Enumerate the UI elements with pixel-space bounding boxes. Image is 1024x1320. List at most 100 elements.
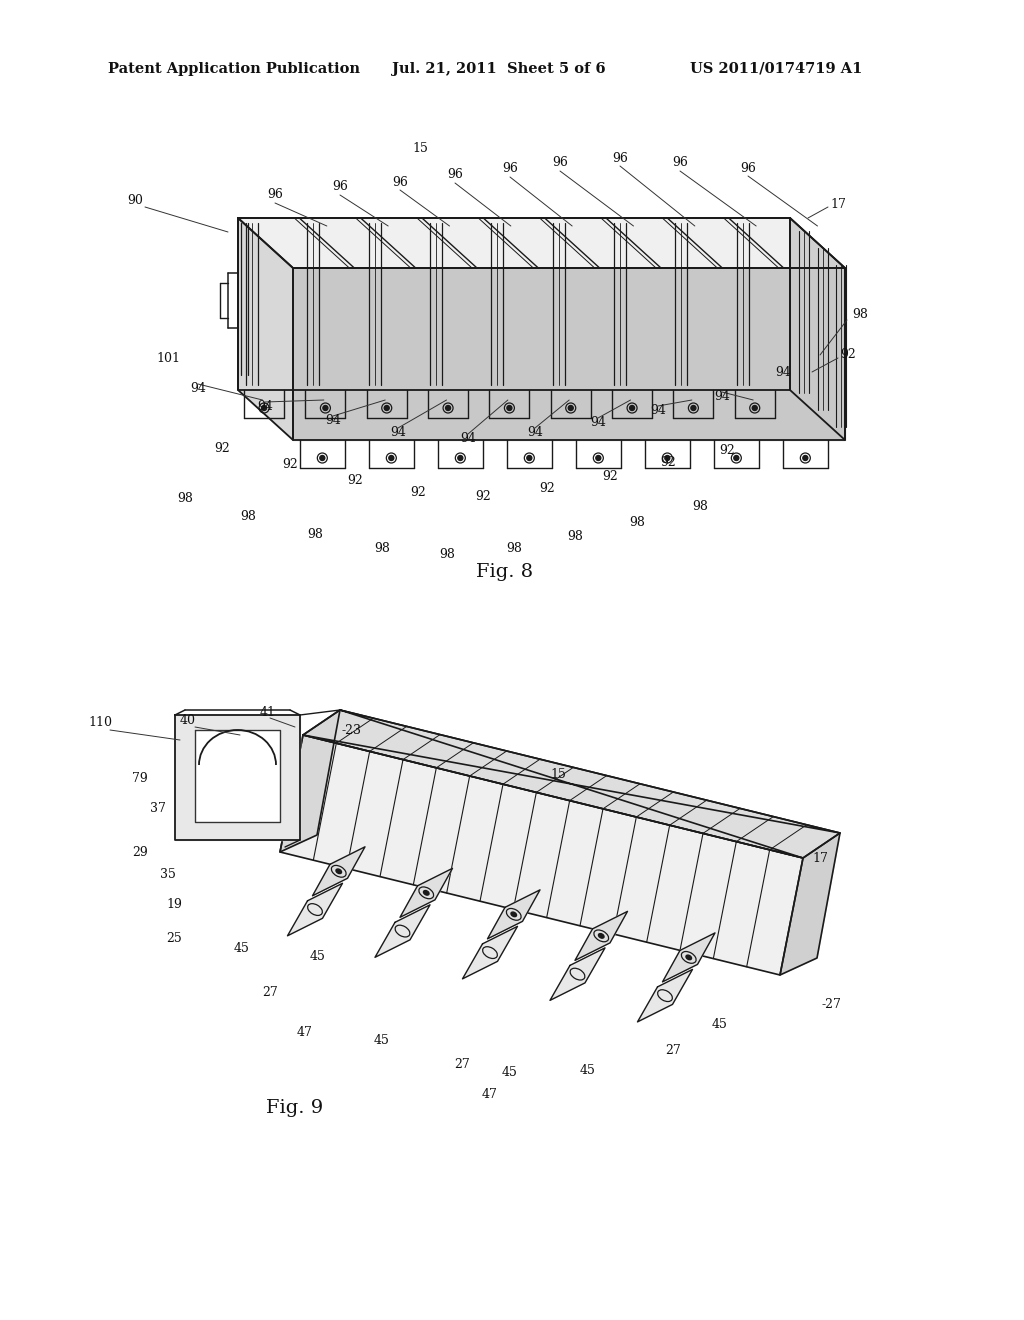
Polygon shape <box>238 218 845 268</box>
Text: Fig. 9: Fig. 9 <box>266 1100 324 1117</box>
Text: 92: 92 <box>602 470 617 483</box>
Polygon shape <box>487 890 540 939</box>
Ellipse shape <box>511 912 516 916</box>
Text: 35: 35 <box>160 867 176 880</box>
Text: 45: 45 <box>580 1064 596 1077</box>
Text: 45: 45 <box>712 1019 728 1031</box>
Circle shape <box>526 455 531 461</box>
Text: 45: 45 <box>502 1065 518 1078</box>
Text: 96: 96 <box>447 169 463 181</box>
Polygon shape <box>195 730 280 822</box>
Text: 98: 98 <box>506 543 522 556</box>
Polygon shape <box>312 847 365 896</box>
Text: 27: 27 <box>262 986 278 998</box>
Polygon shape <box>280 735 803 975</box>
Text: 90: 90 <box>127 194 143 206</box>
Circle shape <box>596 455 601 461</box>
Text: 25: 25 <box>166 932 182 945</box>
Polygon shape <box>463 927 517 979</box>
Text: 96: 96 <box>612 152 628 165</box>
Circle shape <box>665 455 670 461</box>
Text: 92: 92 <box>539 482 555 495</box>
Text: 45: 45 <box>374 1034 390 1047</box>
Text: 92: 92 <box>411 486 426 499</box>
Text: 92: 92 <box>475 490 490 503</box>
Text: 94: 94 <box>257 400 273 412</box>
Circle shape <box>734 455 739 461</box>
Text: 98: 98 <box>852 309 868 322</box>
Text: -23: -23 <box>342 723 362 737</box>
Text: 96: 96 <box>267 189 283 202</box>
Circle shape <box>507 405 512 411</box>
Text: 98: 98 <box>177 491 193 504</box>
Text: 94: 94 <box>590 416 606 429</box>
Circle shape <box>445 405 451 411</box>
Text: 96: 96 <box>392 176 408 189</box>
Ellipse shape <box>424 891 429 895</box>
Polygon shape <box>303 710 840 858</box>
Text: 98: 98 <box>629 516 645 528</box>
Text: 94: 94 <box>460 432 476 445</box>
Ellipse shape <box>686 956 691 960</box>
Text: 79: 79 <box>132 771 147 784</box>
Polygon shape <box>238 218 790 389</box>
Text: 92: 92 <box>347 474 362 487</box>
Circle shape <box>384 405 389 411</box>
Text: 94: 94 <box>325 413 341 426</box>
Text: 98: 98 <box>374 541 390 554</box>
Text: Patent Application Publication: Patent Application Publication <box>108 62 360 77</box>
Text: 94: 94 <box>775 366 791 379</box>
Text: 96: 96 <box>502 162 518 176</box>
Circle shape <box>323 405 328 411</box>
Polygon shape <box>575 911 628 961</box>
Text: 19: 19 <box>166 899 182 912</box>
Circle shape <box>803 455 808 461</box>
Polygon shape <box>400 869 453 917</box>
Text: 96: 96 <box>740 161 756 174</box>
Polygon shape <box>663 933 715 982</box>
Text: 47: 47 <box>482 1089 498 1101</box>
Circle shape <box>319 455 325 461</box>
Text: 96: 96 <box>332 181 348 194</box>
Text: 47: 47 <box>297 1026 313 1039</box>
Text: 41: 41 <box>260 705 276 718</box>
Text: US 2011/0174719 A1: US 2011/0174719 A1 <box>690 62 862 77</box>
Text: 40: 40 <box>180 714 196 726</box>
Circle shape <box>753 405 757 411</box>
Text: Fig. 8: Fig. 8 <box>476 564 534 581</box>
Ellipse shape <box>336 869 342 874</box>
Text: 92: 92 <box>214 441 229 454</box>
Text: 15: 15 <box>550 768 566 781</box>
Text: 98: 98 <box>307 528 323 540</box>
Polygon shape <box>550 948 605 1001</box>
Text: 98: 98 <box>692 499 708 512</box>
Polygon shape <box>280 710 340 851</box>
Circle shape <box>458 455 463 461</box>
Polygon shape <box>293 268 845 440</box>
Polygon shape <box>288 883 342 936</box>
Text: Jul. 21, 2011  Sheet 5 of 6: Jul. 21, 2011 Sheet 5 of 6 <box>392 62 605 77</box>
Text: 98: 98 <box>567 531 583 544</box>
Text: 45: 45 <box>234 941 250 954</box>
Polygon shape <box>638 969 692 1022</box>
Polygon shape <box>790 218 845 440</box>
Ellipse shape <box>598 933 604 939</box>
Text: 96: 96 <box>672 157 688 169</box>
Text: 92: 92 <box>719 444 735 457</box>
Circle shape <box>691 405 696 411</box>
Text: 92: 92 <box>283 458 298 471</box>
Text: 17: 17 <box>812 851 827 865</box>
Text: 94: 94 <box>190 381 206 395</box>
Polygon shape <box>375 904 430 957</box>
Text: 45: 45 <box>310 950 326 964</box>
Text: 110: 110 <box>88 715 112 729</box>
Text: 94: 94 <box>390 425 406 438</box>
Polygon shape <box>303 710 840 858</box>
Text: -27: -27 <box>822 998 842 1011</box>
Text: 15: 15 <box>412 141 428 154</box>
Polygon shape <box>238 218 293 440</box>
Polygon shape <box>780 833 840 975</box>
Text: 98: 98 <box>240 510 256 523</box>
Text: 92: 92 <box>660 457 676 470</box>
Polygon shape <box>175 715 300 840</box>
